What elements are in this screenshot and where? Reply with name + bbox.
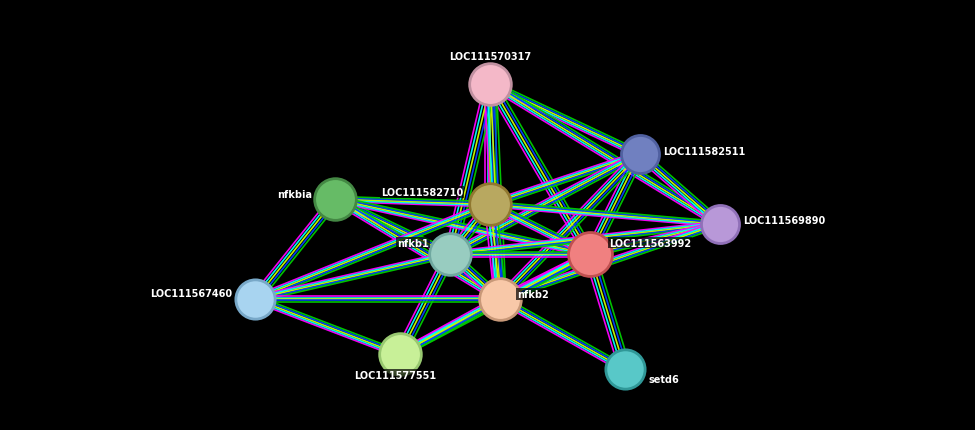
Text: setd6: setd6 bbox=[648, 374, 680, 384]
Text: nfkb2: nfkb2 bbox=[517, 289, 549, 300]
Point bbox=[248, 296, 263, 303]
Text: nfkbia: nfkbia bbox=[277, 189, 312, 200]
Point bbox=[632, 151, 647, 158]
Point bbox=[392, 351, 408, 358]
Point bbox=[483, 201, 498, 208]
Point bbox=[582, 251, 598, 258]
Text: LOC111570317: LOC111570317 bbox=[449, 52, 531, 62]
Text: LOC111577551: LOC111577551 bbox=[354, 370, 436, 380]
Text: LOC111563992: LOC111563992 bbox=[609, 238, 691, 248]
Point bbox=[483, 81, 498, 88]
Text: LOC111569890: LOC111569890 bbox=[743, 215, 825, 225]
Point bbox=[443, 251, 458, 258]
Point bbox=[617, 366, 633, 373]
Point bbox=[492, 296, 508, 303]
Text: LOC111582710: LOC111582710 bbox=[381, 187, 463, 197]
Text: nfkb1: nfkb1 bbox=[397, 238, 429, 248]
Point bbox=[328, 196, 343, 203]
Text: LOC111567460: LOC111567460 bbox=[150, 288, 232, 298]
Point bbox=[712, 221, 727, 228]
Text: LOC111582511: LOC111582511 bbox=[663, 146, 745, 157]
